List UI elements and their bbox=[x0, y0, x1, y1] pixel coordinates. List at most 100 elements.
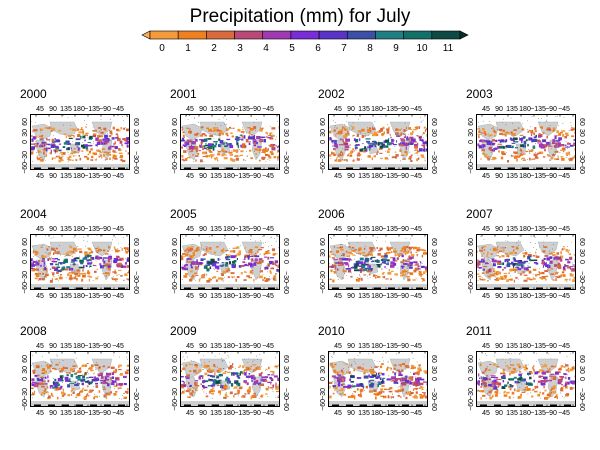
stipple-dot bbox=[61, 378, 62, 380]
latitude-tick-label: 0 bbox=[22, 140, 29, 144]
latitude-tick-label: −60 bbox=[468, 399, 475, 411]
stipple-dot bbox=[213, 142, 215, 144]
precip-cell bbox=[211, 375, 216, 378]
precip-cell bbox=[120, 158, 123, 162]
stipple-dot bbox=[275, 357, 276, 358]
stipple-dot bbox=[514, 352, 516, 354]
stipple-dot bbox=[42, 149, 44, 151]
precip-cell bbox=[337, 377, 342, 379]
precip-cell bbox=[59, 262, 64, 264]
stipple-dot bbox=[335, 254, 336, 256]
precip-cell bbox=[347, 269, 352, 273]
stipple-dot bbox=[192, 386, 193, 388]
precip-cell bbox=[536, 274, 541, 276]
precip-cell bbox=[191, 149, 194, 152]
precip-cell bbox=[240, 144, 243, 148]
precip-cell bbox=[267, 386, 269, 389]
precip-cell bbox=[350, 381, 354, 383]
map-edge-mark bbox=[536, 287, 543, 290]
stipple-dot bbox=[510, 154, 512, 156]
precip-cell bbox=[395, 154, 399, 157]
precip-cell bbox=[538, 140, 542, 142]
precip-cell bbox=[511, 391, 515, 395]
precip-cell bbox=[67, 394, 71, 397]
precip-cell bbox=[105, 141, 110, 143]
precip-cell bbox=[58, 129, 62, 132]
precip-cell bbox=[569, 256, 573, 260]
precip-cell bbox=[207, 263, 210, 265]
precip-cell bbox=[207, 146, 212, 149]
precip-cell bbox=[381, 385, 385, 387]
latitude-tick-label: 60 bbox=[22, 118, 29, 126]
precip-cell bbox=[521, 140, 523, 144]
precip-cell bbox=[202, 380, 206, 383]
precip-cell bbox=[249, 149, 252, 152]
stipple-dot bbox=[122, 237, 124, 238]
precip-cell bbox=[116, 256, 120, 259]
panel-year-label: 2004 bbox=[20, 207, 47, 221]
precip-cell bbox=[551, 387, 553, 391]
stipple-dot bbox=[553, 244, 554, 245]
stipple-dot bbox=[413, 153, 415, 155]
precip-cell bbox=[87, 270, 90, 273]
stipple-dot bbox=[126, 356, 127, 358]
stipple-dot bbox=[101, 132, 103, 134]
precip-cell bbox=[513, 139, 515, 143]
stipple-dot bbox=[32, 392, 33, 393]
precip-cell bbox=[84, 372, 87, 375]
stipple-dot bbox=[510, 275, 512, 277]
stipple-dot bbox=[351, 247, 353, 248]
stipple-dot bbox=[44, 160, 46, 162]
precip-cell bbox=[369, 144, 374, 148]
coastline bbox=[31, 123, 53, 141]
precip-cell bbox=[370, 248, 374, 252]
stipple-dot bbox=[36, 273, 37, 274]
precip-cell bbox=[201, 133, 206, 135]
precip-cell bbox=[372, 133, 377, 137]
stipple-dot bbox=[250, 264, 252, 266]
precip-cell bbox=[102, 388, 106, 390]
precip-cell bbox=[79, 157, 82, 161]
precip-cell bbox=[235, 372, 239, 375]
precip-cell bbox=[424, 395, 428, 399]
precip-cell bbox=[82, 132, 84, 135]
stipple-dot bbox=[106, 383, 108, 384]
precip-cell bbox=[70, 134, 74, 136]
stipple-dot bbox=[346, 238, 348, 240]
precip-cell bbox=[253, 383, 257, 385]
precip-cell bbox=[269, 144, 275, 148]
precip-cell bbox=[49, 152, 52, 155]
precip-cell bbox=[248, 367, 252, 371]
precip-cell bbox=[361, 148, 366, 150]
stipple-dot bbox=[220, 259, 221, 261]
precip-cell bbox=[525, 139, 528, 142]
precip-cell bbox=[96, 149, 100, 151]
precip-cell bbox=[240, 151, 243, 153]
precip-cell bbox=[248, 263, 252, 266]
stipple-dot bbox=[50, 256, 52, 258]
precip-cell bbox=[65, 379, 70, 382]
stipple-dot bbox=[347, 143, 349, 145]
stipple-dot bbox=[404, 360, 406, 362]
precip-cell bbox=[520, 393, 522, 397]
precip-cell bbox=[347, 395, 352, 398]
precip-cell bbox=[70, 152, 74, 155]
precip-cell bbox=[534, 385, 539, 389]
precip-cell bbox=[30, 143, 36, 145]
precip-cell bbox=[196, 261, 201, 265]
precip-cell bbox=[60, 270, 64, 272]
precip-cell bbox=[544, 379, 548, 383]
precip-cell bbox=[369, 369, 372, 372]
precip-cell bbox=[529, 376, 532, 380]
latitude-tick-label: −60 bbox=[172, 399, 179, 411]
precip-cell bbox=[559, 258, 563, 262]
stipple-dot bbox=[520, 150, 522, 151]
precip-cell bbox=[333, 376, 339, 379]
precip-cell bbox=[234, 266, 236, 268]
latitude-tick-label: 60 bbox=[172, 355, 179, 363]
precip-cell bbox=[564, 136, 567, 139]
precip-cell bbox=[110, 377, 113, 381]
precip-cell bbox=[236, 258, 238, 261]
longitude-tick-label: −135 bbox=[234, 410, 250, 417]
precip-cell bbox=[210, 154, 214, 157]
